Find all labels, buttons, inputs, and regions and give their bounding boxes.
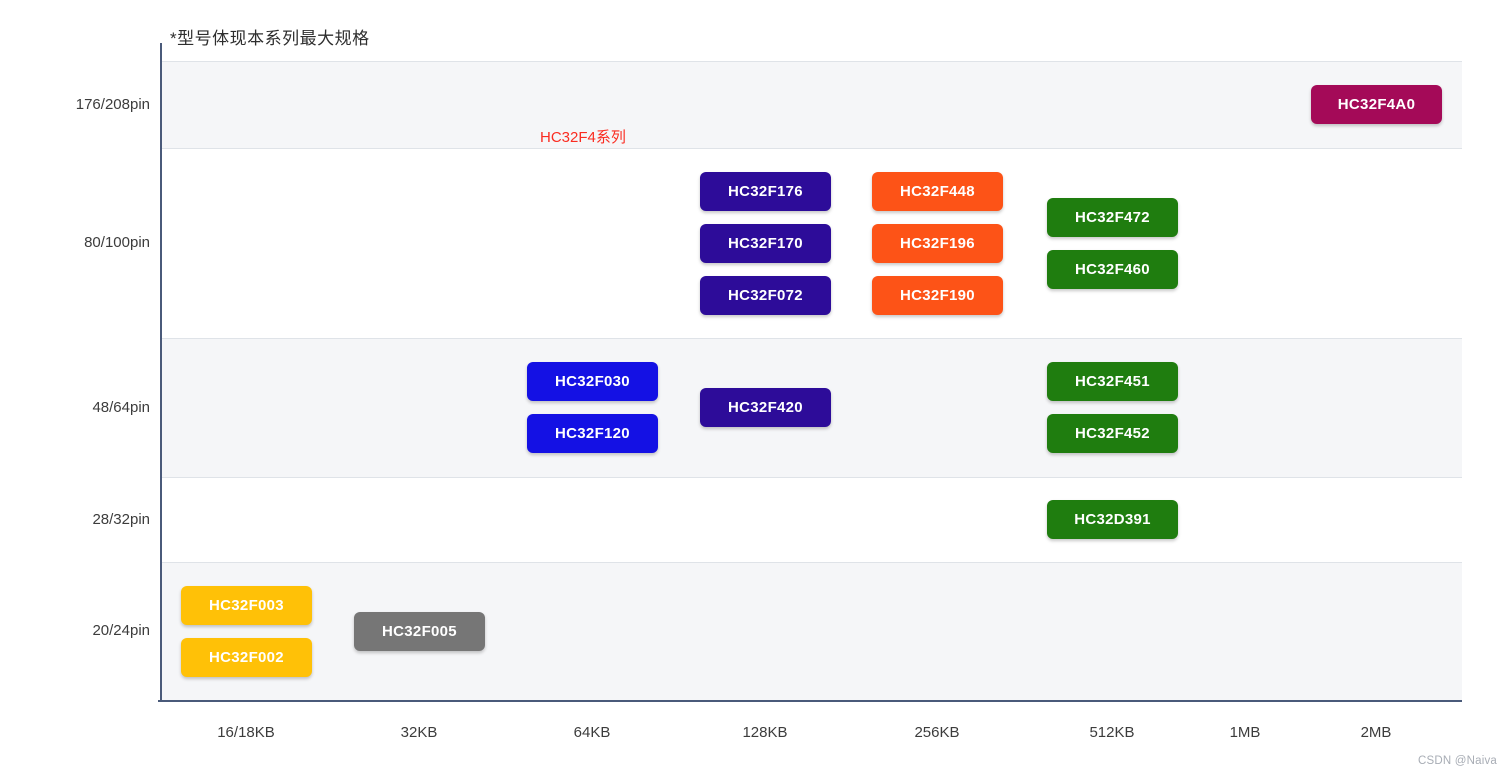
- x-axis-label: 64KB: [573, 724, 611, 741]
- chip-hc32f002[interactable]: HC32F002: [181, 638, 312, 677]
- x-axis-label: 16/18KB: [217, 724, 275, 741]
- y-axis-label: 176/208pin: [75, 95, 150, 113]
- chip-hc32f190[interactable]: HC32F190: [872, 276, 1003, 315]
- chip-hc32f448[interactable]: HC32F448: [872, 172, 1003, 211]
- row-stripe: [161, 477, 1462, 562]
- chip-hc32d391[interactable]: HC32D391: [1047, 500, 1178, 539]
- x-axis-line: [158, 700, 1462, 702]
- chip-hc32f451[interactable]: HC32F451: [1047, 362, 1178, 401]
- chart-title: *型号体现本系列最大规格: [170, 29, 370, 48]
- x-axis-label: 32KB: [400, 724, 438, 741]
- chip-hc32f4a0[interactable]: HC32F4A0: [1311, 85, 1442, 124]
- chip-hc32f120[interactable]: HC32F120: [527, 414, 658, 453]
- x-axis-label: 1MB: [1229, 724, 1261, 741]
- chip-hc32f196[interactable]: HC32F196: [872, 224, 1003, 263]
- chip-hc32f472[interactable]: HC32F472: [1047, 198, 1178, 237]
- y-axis-label: 80/100pin: [84, 234, 150, 251]
- series-annotation-hc32f4: HC32F4系列: [540, 129, 626, 146]
- y-axis-label: 28/32pin: [92, 510, 150, 528]
- chip-hc32f030[interactable]: HC32F030: [527, 362, 658, 401]
- chip-hc32f460[interactable]: HC32F460: [1047, 250, 1178, 289]
- y-axis-line: [160, 43, 162, 702]
- chip-hc32f170[interactable]: HC32F170: [700, 224, 831, 263]
- chip-hc32f452[interactable]: HC32F452: [1047, 414, 1178, 453]
- x-axis-label: 256KB: [914, 724, 960, 741]
- chip-hc32f005[interactable]: HC32F005: [354, 612, 485, 651]
- x-axis-label: 128KB: [742, 724, 788, 741]
- chip-hc32f176[interactable]: HC32F176: [700, 172, 831, 211]
- row-stripe: [161, 61, 1462, 148]
- x-axis-label: 2MB: [1360, 724, 1392, 741]
- chip-hc32f420[interactable]: HC32F420: [700, 388, 831, 427]
- chip-hc32f072[interactable]: HC32F072: [700, 276, 831, 315]
- x-axis-label: 512KB: [1089, 724, 1135, 741]
- watermark: CSDN @Naiva: [1417, 755, 1497, 767]
- chip-hc32f003[interactable]: HC32F003: [181, 586, 312, 625]
- y-axis-label: 48/64pin: [92, 398, 150, 416]
- y-axis-label: 20/24pin: [92, 622, 150, 639]
